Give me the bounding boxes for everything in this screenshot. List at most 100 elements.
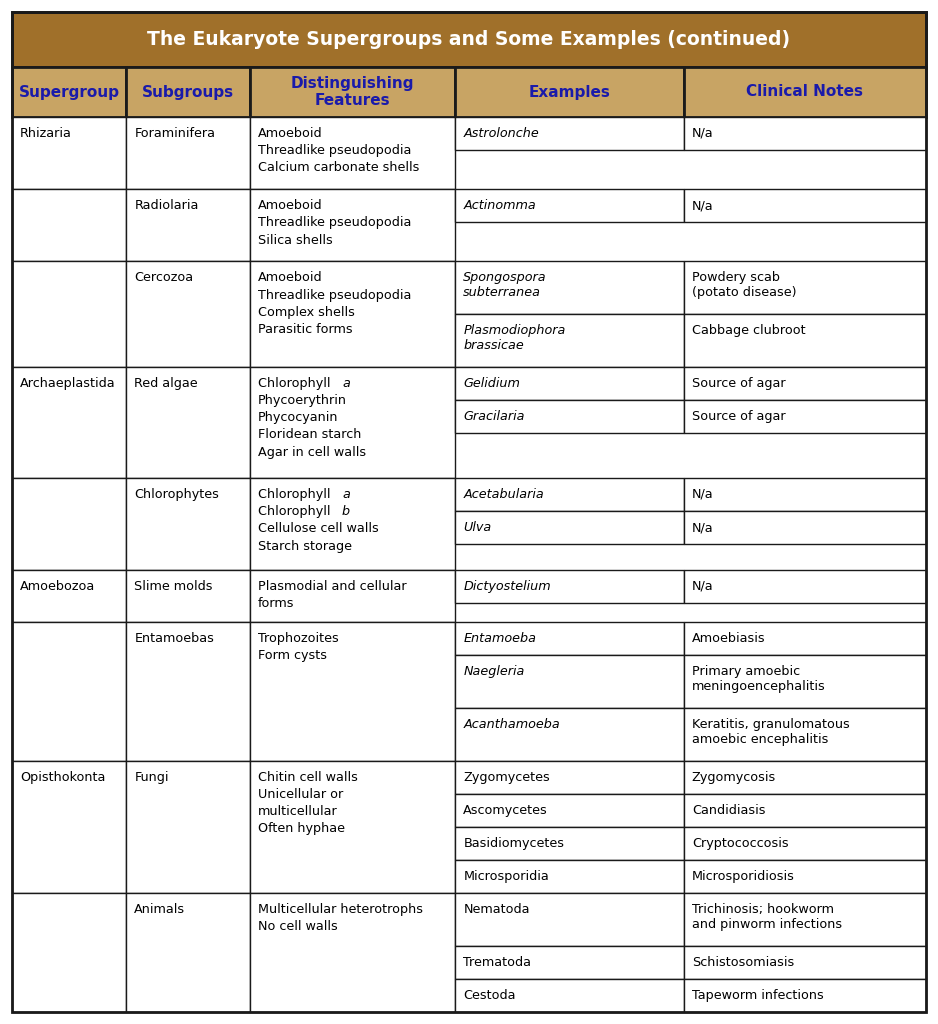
Text: Complex shells: Complex shells [258, 306, 355, 318]
Text: Gelidium: Gelidium [463, 377, 521, 390]
Text: Basidiomycetes: Basidiomycetes [463, 837, 565, 850]
Text: Trichinosis; hookworm
and pinworm infections: Trichinosis; hookworm and pinworm infect… [692, 903, 842, 931]
Text: Plasmodiophora
brassicae: Plasmodiophora brassicae [463, 324, 566, 352]
Bar [250, 893, 455, 1012]
Text: Plasmodial and cellular: Plasmodial and cellular [258, 580, 406, 593]
Text: Nematoda: Nematoda [463, 903, 530, 916]
Text: multicellular: multicellular [258, 805, 338, 818]
Bar [12, 623, 127, 761]
Text: Threadlike pseudopodia: Threadlike pseudopodia [258, 216, 411, 229]
Text: Amoeboid: Amoeboid [258, 127, 323, 140]
Text: Form cysts: Form cysts [258, 649, 326, 663]
Bar [127, 367, 250, 478]
Bar [127, 623, 250, 761]
Bar [250, 569, 455, 623]
Bar [684, 761, 926, 794]
Bar [127, 478, 250, 569]
Bar [127, 893, 250, 1012]
Bar [455, 261, 684, 314]
Bar [127, 67, 250, 117]
Text: Gracilaria: Gracilaria [463, 410, 524, 423]
Bar [12, 117, 127, 189]
Bar [455, 367, 684, 399]
Text: Animals: Animals [134, 903, 186, 916]
Bar [455, 67, 684, 117]
Bar [455, 569, 684, 603]
Text: N/a: N/a [692, 487, 714, 501]
Bar [684, 946, 926, 979]
Text: Entamoebas: Entamoebas [134, 632, 214, 645]
Text: Slime molds: Slime molds [134, 580, 213, 593]
Text: Astrolonche: Astrolonche [463, 127, 539, 140]
Text: N/a: N/a [692, 521, 714, 534]
Bar [455, 946, 684, 979]
Text: Ulva: Ulva [463, 521, 492, 534]
Bar [127, 261, 250, 367]
Text: Floridean starch: Floridean starch [258, 428, 361, 441]
Bar [12, 261, 127, 367]
Bar [12, 367, 127, 478]
Text: Source of agar: Source of agar [692, 410, 785, 423]
Text: Silica shells: Silica shells [258, 233, 332, 247]
Bar [12, 569, 127, 623]
Text: Primary amoebic
meningoencephalitis: Primary amoebic meningoencephalitis [692, 666, 825, 693]
Text: Chlorophyll: Chlorophyll [258, 487, 334, 501]
Text: Often hyphae: Often hyphae [258, 822, 344, 836]
Text: Red algae: Red algae [134, 377, 198, 390]
Bar [684, 189, 926, 222]
Bar [127, 761, 250, 893]
Text: Schistosomiasis: Schistosomiasis [692, 955, 794, 969]
Bar [455, 189, 684, 222]
Text: Chitin cell walls: Chitin cell walls [258, 771, 357, 783]
Text: N/a: N/a [692, 580, 714, 593]
Bar [684, 655, 926, 708]
Bar [684, 860, 926, 893]
Text: Amoebiasis: Amoebiasis [692, 632, 765, 645]
Text: Keratitis, granulomatous
amoebic encephalitis: Keratitis, granulomatous amoebic encepha… [692, 718, 850, 746]
Bar [127, 569, 250, 623]
Text: a: a [342, 487, 350, 501]
Text: Candidiasis: Candidiasis [692, 804, 765, 817]
Text: Source of agar: Source of agar [692, 377, 785, 390]
Bar [455, 655, 684, 708]
Bar [684, 569, 926, 603]
Bar [684, 623, 926, 655]
Bar [12, 67, 127, 117]
Text: Entamoeba: Entamoeba [463, 632, 537, 645]
Text: Trematoda: Trematoda [463, 955, 531, 969]
Text: Microsporidiosis: Microsporidiosis [692, 870, 794, 883]
Text: Cestoda: Cestoda [463, 989, 516, 1001]
Bar [12, 893, 127, 1012]
Bar [455, 511, 684, 544]
Text: Chlorophyll: Chlorophyll [258, 377, 334, 390]
Text: Threadlike pseudopodia: Threadlike pseudopodia [258, 289, 411, 302]
Bar [250, 367, 455, 478]
Text: Starch storage: Starch storage [258, 540, 352, 553]
Text: Distinguishing
Features: Distinguishing Features [291, 76, 415, 109]
Bar [684, 399, 926, 433]
Bar [455, 761, 684, 794]
Bar [455, 827, 684, 860]
Text: N/a: N/a [692, 127, 714, 140]
Text: Acetabularia: Acetabularia [463, 487, 544, 501]
Text: Rhizaria: Rhizaria [20, 127, 72, 140]
Bar [127, 117, 250, 189]
Bar [684, 367, 926, 399]
Text: Phycocyanin: Phycocyanin [258, 412, 338, 424]
Text: Multicellular heterotrophs: Multicellular heterotrophs [258, 903, 423, 916]
Text: Powdery scab
(potato disease): Powdery scab (potato disease) [692, 271, 796, 299]
Bar [684, 708, 926, 761]
Text: Cabbage clubroot: Cabbage clubroot [692, 324, 806, 337]
Bar [250, 478, 455, 569]
Bar [12, 189, 127, 261]
Bar [684, 117, 926, 151]
Text: Examples: Examples [529, 85, 611, 99]
Text: Phycoerythrin: Phycoerythrin [258, 394, 347, 407]
Bar [250, 67, 455, 117]
Text: Amoeboid: Amoeboid [258, 200, 323, 212]
Text: Cryptococcosis: Cryptococcosis [692, 837, 789, 850]
Text: Unicellular or: Unicellular or [258, 787, 343, 801]
Text: Cercozoa: Cercozoa [134, 271, 193, 285]
Bar [684, 827, 926, 860]
Bar [684, 893, 926, 946]
